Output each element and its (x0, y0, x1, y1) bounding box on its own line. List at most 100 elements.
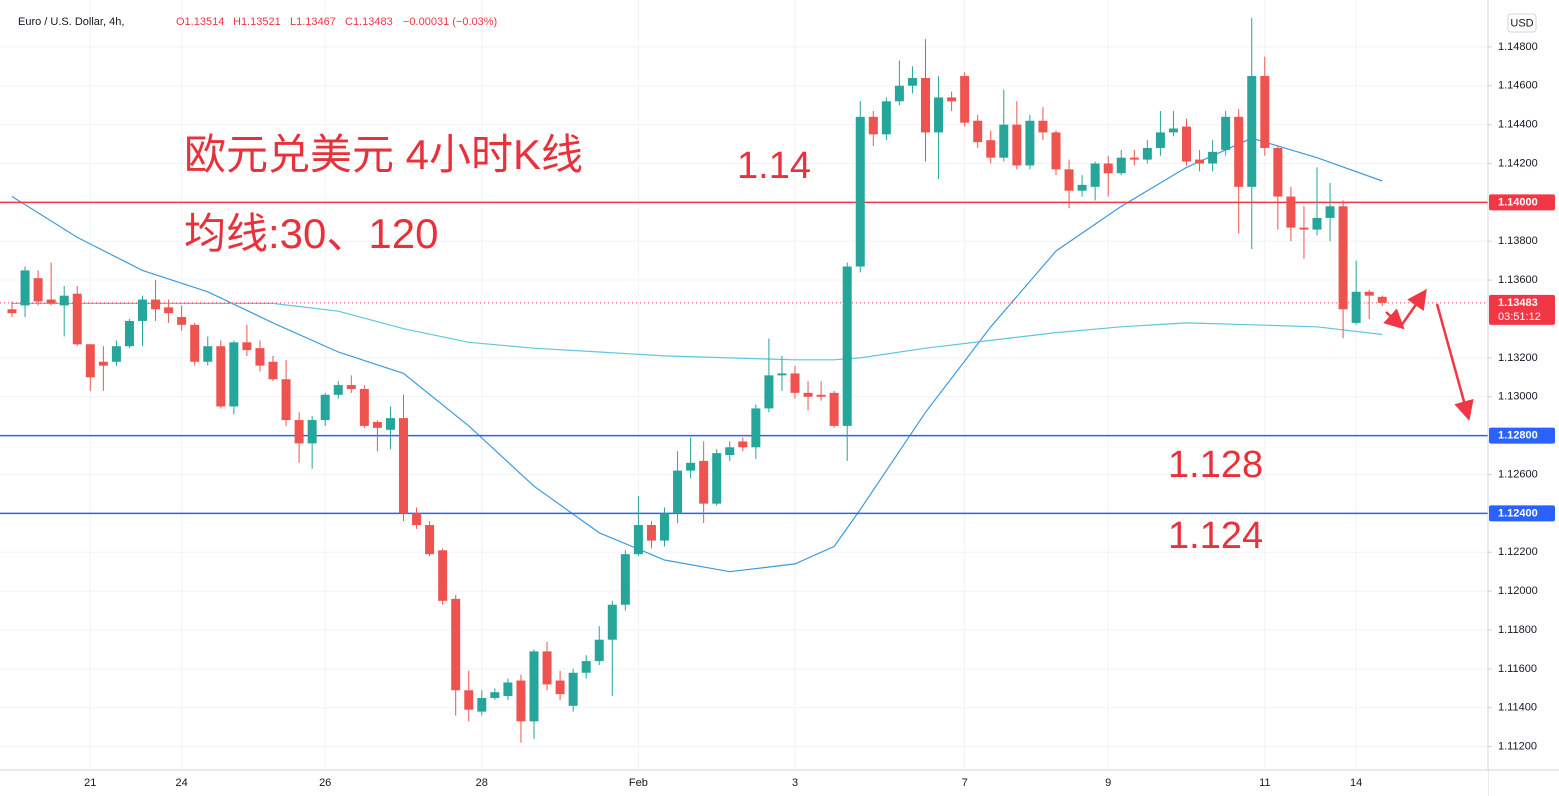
candle-body (1234, 116, 1244, 187)
candle-body (255, 348, 265, 366)
candle-body (868, 116, 878, 135)
candle-body (1247, 76, 1257, 187)
annotation: 1.124 (1168, 515, 1263, 557)
currency: USD (1510, 17, 1533, 29)
candle-body (712, 453, 722, 504)
arrow (1383, 308, 1405, 330)
candle-body (1260, 76, 1270, 148)
candle-body (751, 408, 761, 448)
price-line-label-box (1489, 427, 1555, 444)
candle-body (907, 77, 917, 86)
candle-body (1182, 126, 1191, 162)
candle-body (660, 513, 669, 541)
candle-body (1155, 132, 1165, 148)
y-tick-label: 1.11600 (1498, 663, 1537, 675)
x-tick-label: 3 (792, 777, 798, 789)
candle-body (934, 97, 944, 133)
x-tick-label: 14 (1350, 777, 1362, 789)
candle-body (816, 394, 826, 397)
candle-body (973, 120, 983, 143)
moving-average (11, 137, 1383, 573)
countdown: 03:51:12 (1498, 311, 1541, 323)
candle-body (1364, 291, 1374, 296)
candle-body (542, 651, 552, 685)
y-tick-label: 1.13600 (1498, 274, 1538, 286)
candle-body (764, 375, 774, 409)
y-tick-label: 1.14200 (1498, 157, 1538, 169)
candle-body (307, 420, 317, 444)
y-tick-label: 1.13800 (1498, 235, 1538, 247)
candle-body (1168, 128, 1178, 133)
y-tick-label: 1.11400 (1498, 702, 1537, 714)
candle-body (777, 373, 787, 376)
last-price-box (1489, 294, 1555, 325)
candle-body (1273, 147, 1283, 197)
candle-body (1312, 217, 1322, 230)
candle-body (1025, 120, 1035, 166)
candle-body (229, 342, 239, 407)
y-tick-label: 1.13000 (1498, 391, 1538, 403)
y-tick-label: 1.12000 (1498, 585, 1538, 597)
x-tick-label: Feb (629, 777, 648, 789)
candle-body (385, 418, 395, 430)
price-line-label: 1.12800 (1498, 430, 1538, 442)
last-price-label: 1.13483 (1498, 297, 1538, 309)
candle-body (177, 317, 187, 325)
y-tick-label: 1.11200 (1498, 741, 1537, 753)
candle-body (124, 320, 134, 347)
candle-body (164, 307, 174, 314)
candle-body (372, 422, 382, 428)
candle-body (294, 420, 304, 444)
y-tick-label: 1.11800 (1498, 624, 1537, 636)
price-line-label: 1.12400 (1498, 507, 1538, 519)
candle-body (138, 299, 147, 321)
candle-body (359, 388, 369, 426)
candle-body (490, 692, 500, 699)
ohlc-change: −0.00031 (−0.03%) (403, 16, 497, 28)
candle-body (1325, 206, 1335, 218)
candle-body (1012, 124, 1022, 166)
price-line-label-box (1489, 505, 1555, 522)
candle-body (529, 651, 539, 722)
candle-body (1077, 184, 1087, 191)
candle-body (947, 97, 957, 102)
currency-box[interactable] (1507, 13, 1537, 33)
annotation: 1.14 (737, 145, 811, 187)
candle-body (1208, 151, 1218, 164)
candle-body (673, 470, 683, 514)
candle-body (894, 85, 904, 102)
candle-body (464, 690, 474, 710)
x-tick-label: 24 (176, 777, 188, 789)
annotation: 1.128 (1168, 444, 1263, 486)
x-tick-label: 11 (1259, 777, 1270, 789)
candle-body (921, 77, 930, 133)
moving-average (12, 302, 1383, 361)
candle-body (960, 76, 970, 123)
candle-body (20, 270, 30, 306)
candle-body (346, 385, 356, 389)
candle-body (1351, 291, 1361, 323)
candle-body (1338, 206, 1348, 310)
candle-body (986, 140, 996, 158)
symbol: Euro / U.S. Dollar, 4h, (18, 16, 124, 28)
y-tick-label: 1.14400 (1498, 119, 1538, 131)
candle-body (111, 346, 121, 362)
candle-body (1286, 196, 1296, 228)
candle-body (738, 441, 748, 448)
axes: 1.14800 1.14600 1.14400 1.14200 1.13800 1.136… (84, 41, 1555, 789)
candle-body (568, 672, 578, 706)
arrow (1435, 303, 1474, 421)
y-tick-label: 1.14800 (1498, 41, 1538, 53)
price-line-label: 1.14000 (1498, 196, 1538, 208)
y-tick-label: 1.12200 (1498, 546, 1538, 558)
candle-body (829, 392, 839, 426)
candle-body (725, 447, 735, 456)
candle-body (438, 550, 448, 601)
candle-body (646, 525, 656, 541)
candle-body (281, 379, 291, 421)
ohlc-close: C1.13483 (345, 16, 393, 28)
price-line-label-box (1489, 194, 1555, 211)
candle-body (1129, 157, 1139, 160)
